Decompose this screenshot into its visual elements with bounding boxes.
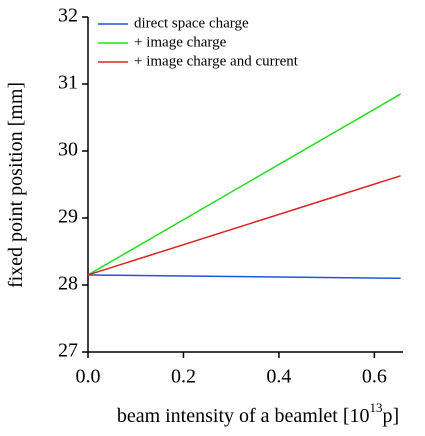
x-label-sup: 13 xyxy=(370,400,383,415)
x-axis-label: beam intensity of a beamlet [1013p] xyxy=(117,400,399,427)
legend-label: + image charge and current xyxy=(134,53,299,69)
x-tick-label: 0.0 xyxy=(76,366,101,388)
x-tick-label: 0.4 xyxy=(266,366,291,388)
y-axis-label: fixed point position [mm] xyxy=(5,82,27,288)
y-tick-label: 27 xyxy=(58,340,78,362)
x-tick-label: 0.6 xyxy=(362,366,387,388)
x-tick-label: 0.2 xyxy=(171,366,196,388)
y-tick-label: 31 xyxy=(58,72,78,94)
x-label-end: p] xyxy=(383,405,400,427)
series-line xyxy=(87,274,401,280)
series-line xyxy=(87,93,401,276)
series-line xyxy=(87,175,401,276)
y-tick-label: 29 xyxy=(58,206,78,228)
x-label-main: beam intensity of a beamlet [10 xyxy=(117,405,370,427)
y-tick-label: 30 xyxy=(58,139,78,161)
y-tick-label: 28 xyxy=(58,273,78,295)
y-tick-label: 32 xyxy=(58,5,78,27)
legend-label: direct space charge xyxy=(134,15,249,31)
legend-label: + image charge xyxy=(134,34,227,50)
